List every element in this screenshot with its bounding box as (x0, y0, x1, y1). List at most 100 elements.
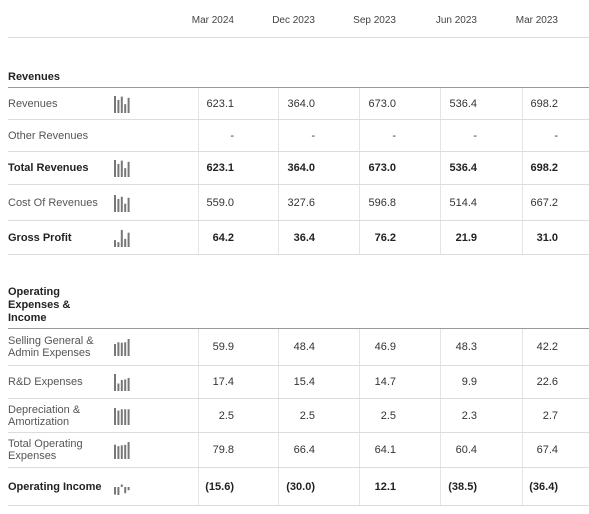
column-separator (198, 221, 199, 254)
sparkline-bar-chart-icon[interactable] (113, 194, 131, 212)
sparkline-bar (127, 442, 130, 459)
row-value: 559.0 (206, 196, 234, 209)
row-label[interactable]: Total Revenues (8, 162, 89, 174)
row-value: 364.0 (287, 97, 315, 110)
row-value: 536.4 (449, 162, 477, 174)
table-row[interactable]: Total Revenues 623.1 364.0 673.0 536.4 698.2 (8, 152, 589, 185)
row-value: 2.5 (299, 409, 315, 422)
row-value: 698.2 (530, 97, 558, 110)
sparkline-bar-chart-icon[interactable] (113, 229, 131, 247)
row-label[interactable]: Gross Profit (8, 231, 72, 244)
table-row[interactable]: Operating Income (15.6) (30.0) 12.1 (38.5) (3… (8, 468, 589, 506)
sparkline-bar (120, 96, 123, 113)
column-separator (359, 468, 360, 505)
column-separator (440, 185, 441, 220)
sparkline-bar (117, 410, 120, 425)
table-row[interactable]: Selling General & Admin Expenses 59.9 48.4… (8, 329, 589, 366)
row-label[interactable]: Other Revenues (8, 129, 89, 142)
table-row[interactable]: Cost Of Revenues 559.0 327.6 596.8 514.4 667.… (8, 185, 589, 221)
row-value: 67.4 (536, 444, 558, 456)
row-value: 66.4 (293, 444, 315, 456)
column-header[interactable]: Sep 2023 (353, 15, 396, 26)
sparkline-bar (114, 486, 116, 495)
row-label[interactable]: Cost Of Revenues (8, 196, 98, 209)
row-value: 22.6 (536, 376, 558, 388)
column-separator (198, 329, 199, 365)
column-separator (522, 329, 523, 365)
column-separator (278, 366, 279, 398)
row-value: (38.5) (448, 480, 477, 493)
column-separator (198, 120, 199, 151)
sparkline-bar (127, 486, 130, 490)
row-value: 673.0 (368, 97, 396, 110)
sparkline-bar (127, 232, 130, 247)
table-row[interactable]: Revenues 623.1 364.0 673.0 536.4 698.2 (8, 88, 589, 120)
row-label[interactable]: R&D Expenses (8, 376, 83, 388)
column-header[interactable]: Mar 2024 (191, 15, 234, 26)
row-value: 46.9 (374, 341, 396, 353)
row-value: 60.4 (455, 444, 477, 456)
row-value: 673.0 (368, 162, 396, 174)
row-value: (30.0) (286, 480, 315, 493)
sparkline-svg (114, 374, 130, 391)
section-header: Revenues (8, 52, 589, 88)
sparkline-svg (114, 160, 130, 177)
sparkline-bar (117, 342, 120, 356)
sparkline-bar-chart-icon[interactable] (113, 95, 131, 113)
row-label[interactable]: Operating Income (8, 480, 102, 493)
sparkline-svg (114, 95, 130, 113)
column-separator (359, 152, 360, 184)
row-value: 48.4 (293, 341, 315, 353)
row-value: - (311, 129, 315, 142)
sparkline-bar (117, 198, 120, 212)
row-value: 2.7 (542, 409, 558, 422)
column-header[interactable]: Dec 2023 (272, 15, 315, 26)
column-separator (278, 329, 279, 365)
sparkline-bar-chart-icon[interactable] (113, 373, 131, 391)
header-divider (8, 37, 589, 38)
sparkline-bar-chart-icon[interactable] (113, 338, 131, 356)
row-value: 2.5 (380, 409, 396, 422)
row-value: 2.5 (218, 409, 234, 422)
sparkline-bar (117, 163, 120, 177)
row-value: 42.2 (536, 341, 558, 353)
sparkline-bar (120, 445, 123, 459)
sparkline-bar-chart-icon[interactable] (113, 441, 131, 459)
row-value: 536.4 (449, 97, 477, 110)
row-value: 9.9 (461, 376, 477, 388)
sparkline-bar (114, 407, 116, 425)
sparkline-bar (120, 229, 123, 247)
column-separator (522, 152, 523, 184)
row-label[interactable]: Revenues (8, 97, 58, 110)
row-label[interactable]: Total Operating Expenses (8, 438, 83, 462)
column-separator (278, 185, 279, 220)
table-row[interactable]: Other Revenues - - - - - (8, 120, 589, 152)
sparkline-bar (124, 444, 127, 459)
section-header: Operating Expenses & Income (8, 255, 589, 329)
row-value: 623.1 (206, 162, 234, 174)
table-row[interactable]: Total Operating Expenses 79.8 66.4 64.1 60.4… (8, 433, 589, 468)
column-separator (522, 185, 523, 220)
sparkline-bar-chart-icon[interactable] (113, 159, 131, 177)
column-separator (198, 433, 199, 467)
row-label[interactable]: Depreciation & Amortization (8, 403, 81, 428)
sparkline-bar-chart-icon[interactable] (113, 407, 131, 425)
table-row[interactable]: R&D Expenses 17.4 15.4 14.7 9.9 22.6 (8, 366, 589, 399)
sparkline-bar (124, 486, 127, 493)
column-header[interactable]: Mar 2023 (515, 15, 558, 26)
column-separator (522, 120, 523, 151)
sparkline-bar (117, 446, 120, 459)
sparkline-bar-chart-icon[interactable] (113, 478, 131, 496)
row-label[interactable]: Selling General & Admin Expenses (8, 335, 94, 359)
column-header[interactable]: Jun 2023 (435, 15, 477, 26)
sparkline-svg (114, 194, 130, 212)
table-row[interactable]: Depreciation & Amortization 2.5 2.5 2.5 2.3 2… (8, 399, 589, 433)
column-separator (278, 399, 279, 432)
row-value: 36.4 (293, 231, 315, 244)
row-value: 15.4 (293, 376, 315, 388)
row-value: 31.0 (536, 231, 558, 244)
column-separator (278, 221, 279, 254)
table-row[interactable]: Gross Profit 64.2 36.4 76.2 21.9 31.0 (8, 221, 589, 255)
sparkline-bar (114, 160, 116, 177)
